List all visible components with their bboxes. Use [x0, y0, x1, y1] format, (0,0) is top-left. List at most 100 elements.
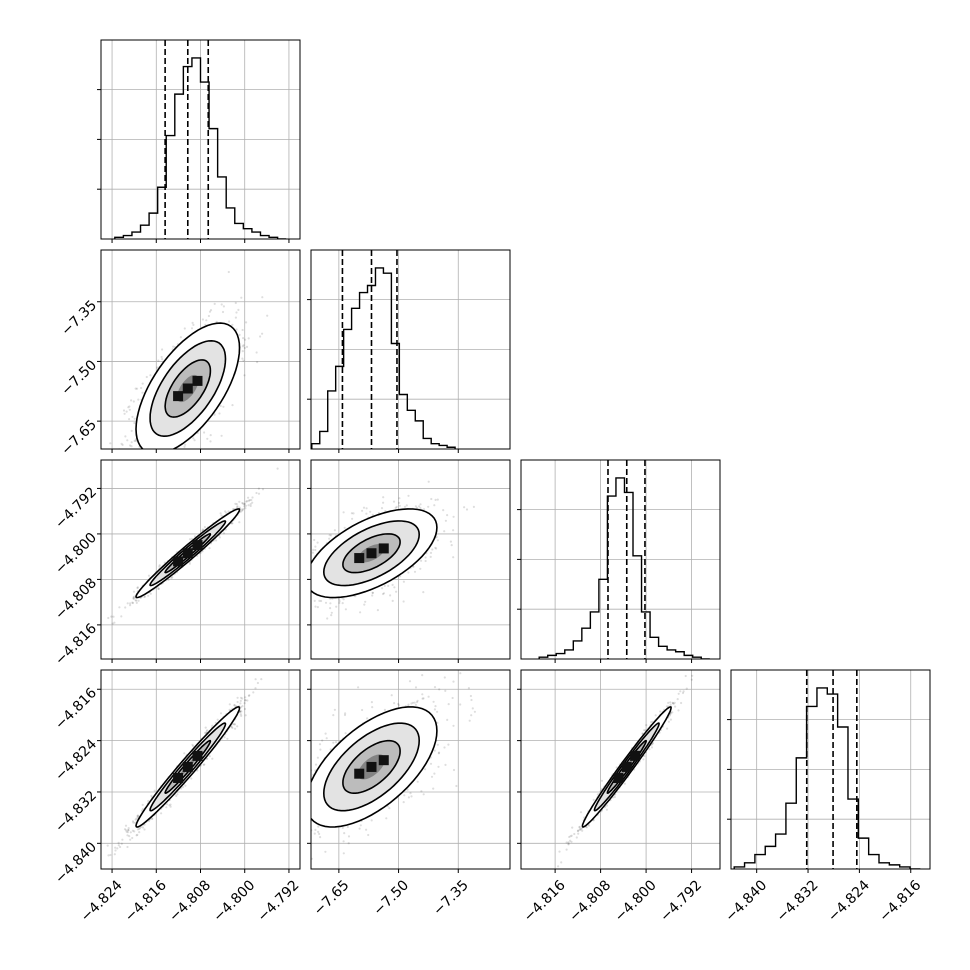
scatter-point	[192, 744, 195, 748]
scatter-point	[165, 806, 168, 809]
scatter-point	[394, 506, 397, 509]
scatter-point	[333, 529, 336, 532]
scatter-point	[338, 601, 341, 605]
scatter-point	[124, 458, 126, 460]
scatter-point	[243, 346, 246, 350]
scatter-point	[422, 508, 426, 511]
histogram-step-1	[311, 267, 456, 449]
scatter-point	[203, 431, 206, 434]
scatter-point	[387, 584, 390, 588]
scatter-point	[235, 503, 238, 506]
scatter-point	[147, 594, 150, 597]
scatter-point	[220, 514, 223, 517]
scatter-point	[132, 597, 135, 600]
scatter-point	[192, 437, 195, 440]
scatter-point	[157, 359, 160, 362]
scatter-point	[231, 323, 234, 326]
scatter-panel-2-0	[97, 459, 301, 663]
scatter-point	[110, 615, 113, 618]
histogram-panel-0	[97, 39, 301, 243]
scatter-point	[140, 386, 143, 390]
scatter-point	[402, 600, 405, 603]
scatter-point	[138, 831, 141, 834]
scatter-point	[231, 726, 234, 730]
scatter-point	[301, 591, 303, 593]
scatter-point	[247, 496, 250, 499]
scatter-point	[227, 510, 230, 513]
scatter-point	[111, 622, 114, 625]
scatter-point	[245, 321, 248, 324]
scatter-point	[389, 594, 392, 597]
scatter-points	[107, 467, 279, 625]
scatter-point	[329, 607, 332, 610]
scatter-point	[429, 551, 433, 555]
scatter-point	[240, 296, 243, 299]
scatter-point	[136, 453, 138, 455]
scatter-point	[135, 601, 138, 605]
scatter-point	[209, 309, 213, 312]
scatter-point	[238, 500, 241, 503]
scatter-point	[344, 608, 347, 611]
scatter-point	[132, 595, 136, 599]
scatter-point	[157, 587, 160, 590]
scatter-point	[130, 429, 133, 432]
scatter-point	[376, 609, 379, 612]
scatter-point	[129, 604, 132, 607]
scatter-point	[226, 737, 229, 740]
scatter-point	[193, 535, 197, 538]
scatter-point	[109, 853, 112, 857]
scatter-point	[452, 529, 455, 532]
scatter-point	[132, 597, 135, 600]
scatter-point	[239, 710, 242, 713]
scatter-point	[364, 600, 367, 603]
panel-frame	[310, 459, 511, 660]
scatter-point	[245, 500, 248, 503]
scatter-point	[414, 505, 417, 508]
scatter-point	[247, 337, 250, 340]
scatter-point	[449, 540, 452, 543]
scatter-point	[141, 382, 144, 385]
scatter-point	[242, 359, 245, 362]
scatter-point	[128, 405, 131, 408]
scatter-point	[431, 548, 434, 551]
scatter-point	[165, 803, 169, 806]
scatter-point	[392, 500, 396, 503]
scatter-point	[219, 404, 222, 408]
density-peak-block	[366, 548, 377, 559]
scatter-point	[465, 508, 469, 511]
scatter-point	[206, 437, 209, 440]
scatter-point	[207, 314, 210, 318]
scatter-point	[402, 580, 405, 583]
scatter-point	[241, 508, 244, 511]
scatter-point	[129, 450, 131, 452]
scatter-point	[160, 355, 163, 359]
scatter-point	[138, 454, 140, 456]
scatter-point	[419, 506, 422, 510]
scatter-point	[113, 853, 116, 856]
scatter-point	[176, 793, 179, 796]
scatter-point	[452, 515, 455, 518]
scatter-point	[133, 439, 136, 442]
scatter-point	[380, 507, 384, 510]
scatter-point	[365, 512, 368, 515]
scatter-point	[234, 301, 237, 305]
scatter-point	[247, 694, 250, 698]
scatter-point	[131, 836, 134, 840]
scatter-points	[109, 270, 269, 460]
scatter-point	[250, 498, 253, 502]
scatter-point	[125, 410, 128, 413]
scatter-point	[222, 405, 225, 408]
scatter-point	[169, 456, 171, 458]
scatter-point	[233, 723, 237, 726]
scatter-point	[247, 499, 250, 502]
scatter-point	[307, 589, 309, 591]
scatter-point	[157, 587, 160, 591]
scatter-point	[124, 824, 128, 827]
scatter-point	[202, 763, 205, 766]
scatter-point	[160, 451, 162, 453]
scatter-point	[244, 507, 247, 510]
scatter-point	[190, 537, 193, 541]
scatter-point	[261, 488, 265, 491]
histogram-panel-1	[307, 249, 511, 453]
scatter-point	[303, 594, 305, 596]
